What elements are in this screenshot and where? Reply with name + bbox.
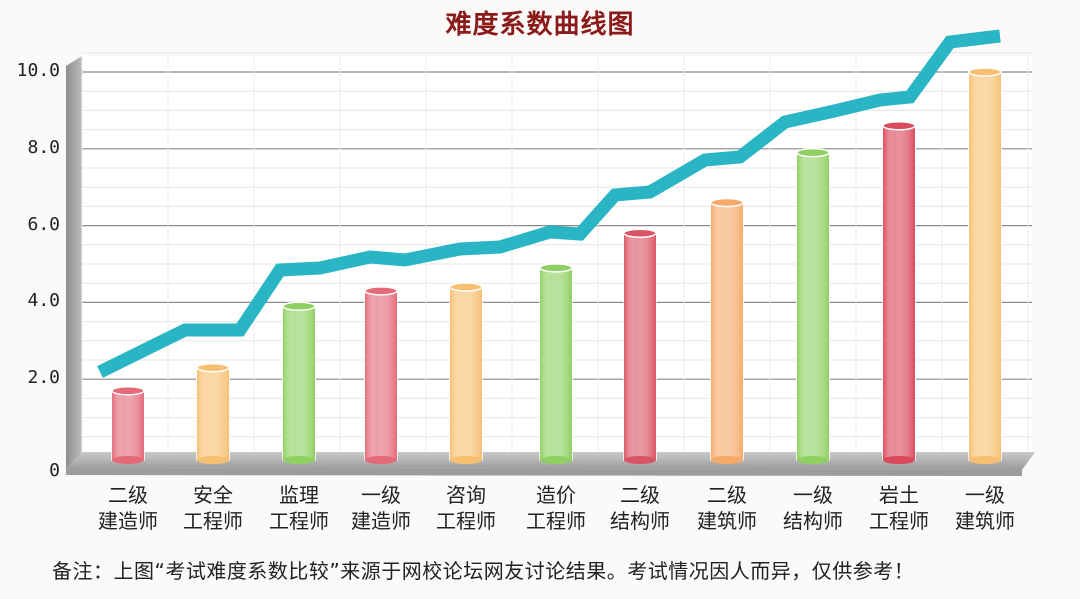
x-tick-label: 二级 建筑师 [697, 483, 757, 533]
trend-line [97, 29, 1001, 378]
trend-ribbon [97, 29, 1001, 378]
chart-title: 难度系数曲线图 [445, 10, 635, 40]
bar [364, 286, 398, 464]
x-tick-label: 一级 结构师 [783, 483, 843, 533]
y-axis-wall [66, 56, 82, 468]
bar [623, 228, 657, 464]
bar [882, 121, 916, 464]
bar [111, 385, 145, 464]
x-tick-label: 咨询 工程师 [436, 483, 496, 533]
y-tick-label: 0 [49, 460, 60, 481]
x-tick-label: 一级 建筑师 [955, 483, 1015, 533]
bar [968, 67, 1002, 464]
bar [710, 197, 744, 464]
x-tick-label: 岩土 工程师 [869, 483, 929, 533]
x-tick-label: 监理 工程师 [269, 483, 329, 533]
x-tick-label: 造价 工程师 [526, 483, 586, 533]
y-tick-label: 4.0 [27, 290, 60, 312]
x-tick-label: 一级 建造师 [351, 483, 411, 533]
bar [196, 362, 230, 464]
x-tick-label: 二级 结构师 [610, 483, 670, 533]
y-tick-label: 8.0 [27, 136, 60, 158]
footnote: 备注：上图“考试难度系数比较”来源于网校论坛网友讨论结果。考试情况因人而异，仅供… [52, 559, 915, 583]
bar [449, 282, 483, 464]
chart-plot [66, 29, 1035, 476]
y-tick-label: 2.0 [27, 367, 60, 389]
bar [539, 263, 573, 464]
bar [796, 147, 830, 464]
y-tick-label: 6.0 [27, 213, 60, 235]
x-tick-label: 安全 工程师 [183, 483, 243, 533]
bar [282, 301, 316, 464]
x-tick-label: 二级 建造师 [98, 483, 158, 533]
bars [111, 67, 1002, 464]
y-tick-label: 10.0 [16, 60, 60, 81]
